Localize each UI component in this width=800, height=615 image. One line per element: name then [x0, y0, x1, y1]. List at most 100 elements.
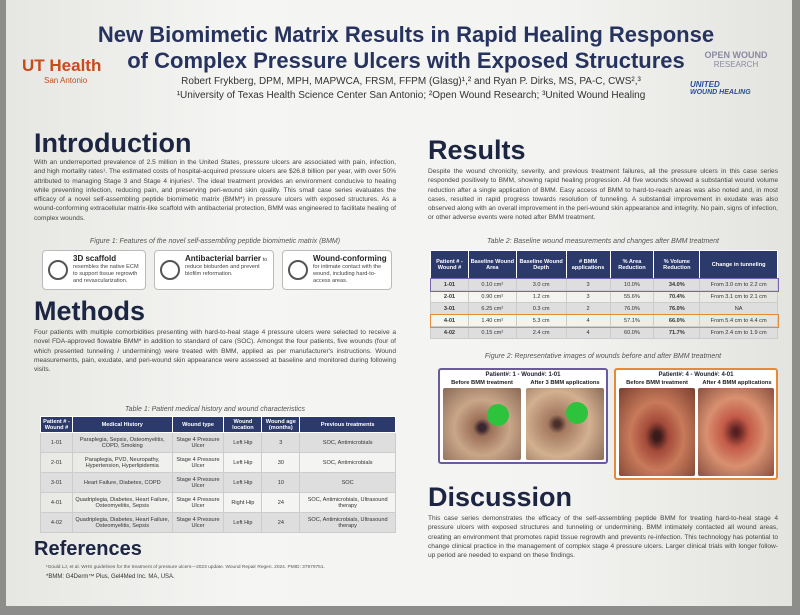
table-cell: 3	[565, 290, 611, 303]
table-cell: Stage 4 Pressure Ulcer	[171, 452, 225, 473]
title: of Complex Pressure Ulcers with Exposed …	[127, 48, 685, 73]
paragraph: Despite the wound chronicity, severity, …	[428, 168, 778, 222]
table-cell: SOC	[299, 472, 396, 493]
table: Patient # - Wound # Medical History Wound …	[40, 416, 396, 533]
section-heading: Introduction	[34, 128, 192, 158]
feature-title: Wound-conforming	[313, 254, 387, 263]
table-cell: 0.10 cm²	[467, 278, 517, 291]
logo-subtext: WOUND HEALING	[690, 89, 751, 96]
table-row: 3-01 6.25 cm² 0.3 cm 2 76.0% 76.0% NA	[430, 302, 778, 315]
table-cell: 3-01	[430, 302, 469, 315]
image-label: Before BMM treatment	[626, 380, 688, 386]
table-cell: Stage 4 Pressure Ulcer	[171, 512, 225, 533]
table-cell: Heart Failure, Diabetes, COPD	[71, 472, 173, 493]
authors: Robert Frykberg, DPM, MPH, MAPWCA, FRSM,…	[181, 76, 641, 87]
table-cell: 2-01	[40, 452, 73, 473]
image-label: After 4 BMM applications	[702, 380, 772, 386]
table-row: 1-01 Paraplegia, Sepsis, Osteomyelitis, C…	[40, 432, 396, 453]
table-cell: Quadriplegia, Diabetes, Heart Failure, O…	[71, 512, 173, 533]
table-cell: 10.0%	[609, 278, 655, 291]
table-cell: Paraplegia, Sepsis, Osteomyelitis, COPD,…	[71, 432, 173, 453]
table-caption: Table 2: Baseline wound measurements and…	[486, 238, 720, 245]
table-cell: 76.0%	[609, 302, 655, 315]
table-cell: 2.4 cm	[515, 326, 567, 339]
image-label: Before BMM treatment	[451, 380, 513, 386]
table-row: 4-01 Quadriplegia, Diabetes, Heart Failur…	[40, 492, 396, 513]
table-cell: 1.40 cm²	[467, 314, 517, 327]
column-header: Wound location	[223, 416, 263, 433]
wound-photo	[443, 388, 521, 460]
table-cell: 4	[565, 314, 611, 327]
table-cell: 34.0%	[653, 278, 701, 291]
open-wound-logo: OPEN WOUND RESEARCH	[686, 50, 786, 69]
table-cell: 3	[261, 432, 301, 453]
column-header: % Volume Reduction	[653, 250, 701, 279]
icon	[288, 260, 308, 280]
table-cell: SOC, Antimicrobials, Ultrasound therapy	[299, 512, 396, 533]
table-cell: From 5.4 cm to 4.4 cm	[699, 314, 778, 327]
feature-title: Antibacterial barrier	[185, 254, 262, 263]
icon	[48, 260, 68, 280]
figure-caption: Figure 1: Features of the novel self-ass…	[89, 238, 341, 245]
column-header: Patient # - Wound #	[40, 416, 73, 433]
table-header-row: Patient # - Wound # Baseline Wound Area Ba…	[430, 250, 778, 279]
table-cell: From 2.4 cm to 1.9 cm	[699, 326, 778, 339]
column-header: Change in tunneling	[699, 250, 778, 279]
table-cell: 30	[261, 452, 301, 473]
table-cell: 5.3 cm	[515, 314, 567, 327]
paragraph: Four patients with multiple comorbiditie…	[34, 329, 396, 374]
reference: *BMM: G4Derm™ Plus, Gel4Med Inc. MA, USA…	[46, 574, 175, 580]
table-cell: From 3.0 cm to 2.2 cm	[699, 278, 778, 291]
feature-box: Antibacterial barrier to reduce bioburde…	[154, 250, 274, 290]
icon	[160, 260, 180, 280]
table-cell: 55.6%	[609, 290, 655, 303]
logo-text: OPEN WOUND	[704, 50, 768, 60]
table-cell: 3	[565, 278, 611, 291]
table-cell: 24	[261, 492, 301, 513]
table-cell: 0.3 cm	[515, 302, 567, 315]
united-wound-logo: UNITED WOUND HEALING	[690, 80, 790, 96]
table-cell: 60.0%	[609, 326, 655, 339]
column-header: # BMM applications	[565, 250, 611, 279]
wound-photo	[698, 388, 774, 476]
table-cell: Paraplegia, PVD, Neuropathy, Hypertensio…	[71, 452, 173, 473]
table-cell: 4-02	[430, 326, 469, 339]
table-cell: 2	[565, 302, 611, 315]
table-cell: 3-01	[40, 472, 73, 493]
table-cell: 24	[261, 512, 301, 533]
table-cell: From 3.1 cm to 2.1 cm	[699, 290, 778, 303]
table-cell: Right Hip	[223, 492, 263, 513]
table: Patient # - Wound # Baseline Wound Area Ba…	[429, 250, 779, 339]
paragraph: This case series demonstrates the effica…	[428, 515, 778, 560]
section-heading: Results	[428, 135, 526, 165]
table-cell: 57.1%	[609, 314, 655, 327]
table-cell: 0.90 cm²	[467, 290, 517, 303]
column-header: Baseline Wound Depth	[515, 250, 567, 279]
table-cell: SOC, Antimicrobials	[299, 452, 396, 473]
table-row: 3-01 Heart Failure, Diabetes, COPD Stage 4…	[40, 472, 396, 493]
logo-subtext: RESEARCH	[713, 60, 759, 69]
title: New Biomimetic Matrix Results in Rapid H…	[97, 22, 715, 47]
table-wrap: Patient # - Wound # Baseline Wound Area Ba…	[429, 250, 779, 339]
image-label: After 3 BMM applications	[530, 380, 600, 386]
feature-box: Wound-conforming for intimate contact wi…	[282, 250, 392, 290]
table-cell: SOC, Antimicrobials	[299, 432, 396, 453]
table-row: 1-01 0.10 cm² 3.0 cm 3 10.0% 34.0% From 3.0 cm…	[429, 277, 779, 292]
feature-title: 3D scaffold	[73, 254, 117, 263]
table-cell: Left Hip	[223, 512, 263, 533]
wound-photo	[619, 388, 695, 476]
table-cell: 10	[261, 472, 301, 493]
table-row: 4-02 0.15 cm² 2.4 cm 4 60.0% 71.7% From 2.4 cm…	[430, 326, 778, 339]
table-row: 2-01 Paraplegia, PVD, Neuropathy, Hyperte…	[40, 452, 396, 473]
table-cell: 71.7%	[653, 326, 701, 339]
table-cell: Left Hip	[223, 452, 263, 473]
table-wrap: Patient # - Wound # Medical History Wound …	[40, 416, 396, 533]
table-cell: 4	[565, 326, 611, 339]
table-cell: 3.0 cm	[515, 278, 567, 291]
table-cell: 76.0%	[653, 302, 701, 315]
table-cell: Quadriplegia, Diabetes, Heart Failure, O…	[71, 492, 173, 513]
feature-text: resembles the native ECM to support tiss…	[73, 264, 139, 284]
table-header-row: Patient # - Wound # Medical History Wound …	[40, 416, 396, 433]
table-cell: Stage 4 Pressure Ulcer	[171, 492, 225, 513]
